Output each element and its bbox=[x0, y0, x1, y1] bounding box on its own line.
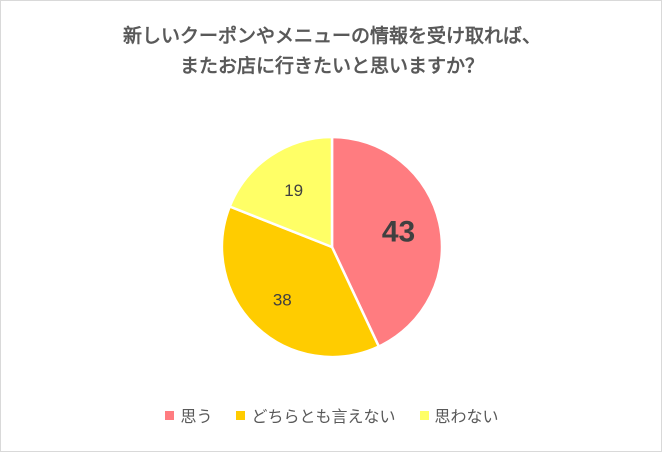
pie-slice-omou bbox=[330, 135, 444, 348]
data-label-dochira: 38 bbox=[273, 290, 292, 309]
chart-title: 新しいクーポンやメニューの情報を受け取れば、 またお店に行きたいと思いますか？ bbox=[1, 21, 662, 81]
data-label-omowanai: 19 bbox=[284, 181, 303, 200]
legend-label-dochira: どちらとも言えない bbox=[251, 407, 396, 426]
legend-label-omou: 思う bbox=[180, 407, 213, 426]
legend-item-dochira: どちらとも言えない bbox=[236, 403, 396, 427]
legend-item-omowanai: 思わない bbox=[419, 403, 499, 427]
pie-slice-omowanai bbox=[228, 135, 334, 249]
legend-swatch-omowanai bbox=[419, 410, 429, 420]
pie-slice-dochira bbox=[220, 205, 381, 359]
chart-title-line-1: 新しいクーポンやメニューの情報を受け取れば、 bbox=[122, 25, 541, 47]
chart-legend: 思う どちらとも言えない 思わない bbox=[1, 403, 662, 427]
chart-title-line-2: またお店に行きたいと思いますか？ bbox=[179, 55, 484, 77]
legend-swatch-dochira bbox=[236, 410, 246, 420]
legend-item-omou: 思う bbox=[165, 403, 212, 427]
legend-label-omowanai: 思わない bbox=[434, 407, 499, 426]
legend-swatch-omou bbox=[165, 410, 175, 420]
data-label-omou: 43 bbox=[382, 216, 415, 249]
